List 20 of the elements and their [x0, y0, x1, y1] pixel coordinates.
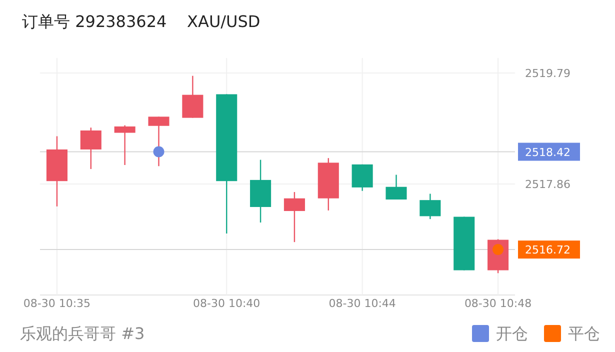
- candlestick: [420, 193, 441, 220]
- ref-line-label: 2518.42: [525, 146, 570, 159]
- candlestick: [148, 116, 170, 167]
- x-tick-label: 08-30 10:35: [23, 297, 91, 310]
- candlestick: [284, 191, 305, 243]
- y-tick-label: 2517.86: [525, 178, 570, 191]
- candlestick: [114, 124, 136, 166]
- x-tick-label: 08-30 10:48: [464, 297, 532, 310]
- x-tick-label: 08-30 10:40: [193, 297, 260, 310]
- chart-title: 订单号 292383624 XAU/USD: [22, 12, 260, 31]
- text: 乐观的兵哥哥 #3: [20, 324, 145, 343]
- ref-line-label: 2516.72: [525, 244, 570, 257]
- candlestick: [386, 174, 407, 200]
- y-tick-label: 2519.79: [525, 66, 570, 80]
- legend-label: 开仓: [496, 324, 528, 343]
- x-tick-label: 08-30 10:44: [328, 297, 396, 310]
- candlestick: [352, 164, 373, 192]
- candlestick: [182, 75, 204, 118]
- candlestick: [80, 127, 102, 170]
- legend-label: 平仓: [568, 324, 600, 343]
